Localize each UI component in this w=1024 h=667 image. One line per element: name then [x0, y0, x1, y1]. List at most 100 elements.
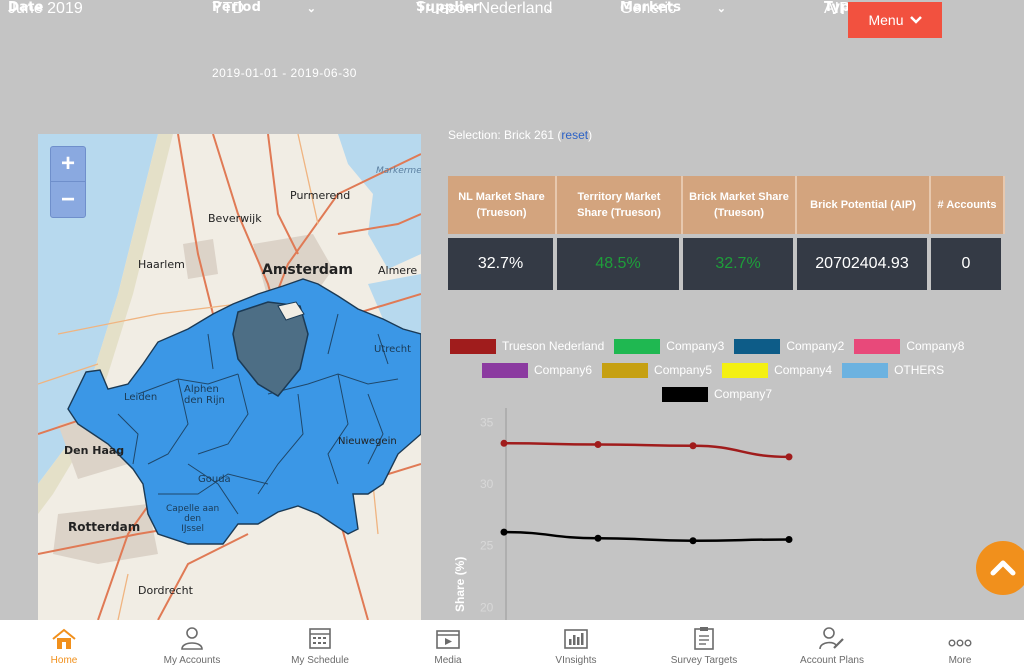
menu-button[interactable]: Menu: [848, 2, 942, 38]
legend-item[interactable]: Company3: [614, 338, 725, 354]
kpi-value-brick-potential: 20702404.93: [797, 238, 931, 290]
legend-row: Trueson Nederland Company3 Company2 Comp…: [450, 334, 1010, 358]
clipboard-icon: [694, 627, 714, 650]
series-line: [503, 442, 790, 459]
type-label: Typ: [824, 0, 851, 15]
nav-tab-home[interactable]: Home: [0, 620, 128, 667]
y-tick-label: 30: [480, 477, 494, 491]
nav-tab-vinsights[interactable]: VInsights: [512, 620, 640, 667]
share-line-chart: 35 30 25 20 Share (%): [453, 408, 793, 620]
legend-label: Company4: [774, 363, 833, 377]
brick-hole: [277, 301, 305, 321]
supplier-value: Trueson Nederland: [416, 0, 553, 17]
data-point: [500, 528, 508, 536]
selected-brick: [232, 301, 309, 397]
kpi-header-brick-potential: Brick Potential (AIP): [797, 176, 931, 234]
reset-link[interactable]: reset: [561, 128, 589, 142]
data-point: [689, 537, 697, 545]
nav-tab-survey-targets[interactable]: Survey Targets: [640, 620, 768, 667]
nav-tab-more[interactable]: More: [896, 620, 1024, 667]
date-value: June 2019: [8, 0, 83, 17]
territory-map[interactable]: + − Purmerend Beverwijk Haarlem Amsterda…: [38, 134, 421, 620]
urban-haarlem: [183, 239, 218, 279]
legend-swatch: [854, 338, 901, 354]
scroll-to-top-button[interactable]: [976, 541, 1024, 595]
chevron-down-icon: ⌄: [306, 3, 316, 15]
coast-area: [38, 134, 173, 514]
nav-tab-my-schedule[interactable]: My Schedule: [256, 620, 384, 667]
map-label-leiden: Leiden: [124, 392, 158, 403]
date-filter: Date: [8, 0, 44, 15]
kpi-table: NL Market Share (Trueson) Territory Mark…: [448, 176, 1005, 290]
markets-select[interactable]: Generic ⌄: [620, 0, 734, 18]
calendar-icon: [309, 628, 331, 649]
lake-area: [338, 134, 421, 269]
legend-item[interactable]: OTHERS: [842, 362, 945, 378]
media-icon: [436, 630, 460, 649]
legend-label: Company3: [666, 339, 725, 353]
chart-icon: [564, 629, 588, 649]
data-point: [785, 453, 793, 461]
legend-label: Company7: [714, 387, 773, 401]
legend-item[interactable]: Company4: [722, 362, 833, 378]
menu-label: Menu: [868, 12, 904, 28]
kpi-header-nl-share: NL Market Share (Trueson): [448, 176, 557, 234]
supplier-label: Supplier: [416, 0, 480, 15]
map-label-utrecht: Utrecht: [374, 344, 412, 355]
date-select[interactable]: June 2019: [8, 0, 132, 18]
data-point: [594, 441, 602, 449]
selection-info: Selection: Brick 261 (reset): [448, 128, 593, 142]
zoom-in-button[interactable]: +: [51, 147, 85, 182]
supplier-select[interactable]: Trueson Nederland ⌄: [416, 0, 562, 18]
legend-item[interactable]: Company2: [734, 338, 844, 354]
type-value: AIP: [824, 0, 850, 17]
more-icon: [948, 639, 972, 647]
markets-label: Markets: [620, 0, 682, 15]
supplier-filter: Supplier: [416, 0, 480, 15]
period-label: Period: [212, 0, 262, 15]
map-label-dordrecht: Dordrecht: [138, 584, 193, 597]
urban-rotterdam: [53, 504, 158, 564]
legend-item[interactable]: Company7: [662, 386, 773, 402]
legend-swatch: [734, 338, 781, 354]
data-point: [500, 439, 508, 447]
map-label-gouda: Gouda: [198, 474, 231, 485]
kpi-value-nl-share: 32.7%: [448, 238, 557, 290]
kpi-value-accounts: 0: [931, 238, 1005, 290]
nav-tab-account-plans[interactable]: Account Plans: [768, 620, 896, 667]
period-select[interactable]: YTD ⌄: [212, 0, 324, 18]
markets-filter: Markets: [620, 0, 681, 15]
chevron-down-icon: ⌄: [716, 3, 726, 15]
legend-item[interactable]: Company5: [602, 362, 712, 378]
sea-area: [38, 134, 158, 484]
data-point: [689, 442, 697, 450]
legend-item[interactable]: Company8: [854, 338, 964, 354]
legend-swatch: [722, 362, 769, 378]
map-label-nieuwegein: Nieuwegein: [338, 436, 397, 447]
legend-swatch: [450, 338, 496, 354]
markets-value: Generic: [620, 0, 677, 17]
period-filter: Period: [212, 0, 261, 15]
nav-tab-my-accounts[interactable]: My Accounts: [128, 620, 256, 667]
legend-swatch: [662, 386, 708, 402]
series-line: [503, 530, 790, 542]
y-tick-label: 25: [480, 539, 494, 553]
zoom-out-button[interactable]: −: [60, 185, 75, 213]
legend-label: OTHERS: [894, 363, 945, 377]
legend-label: Company6: [534, 363, 593, 377]
territory-bricks: [67, 278, 421, 545]
chevron-down-icon: ⌄: [544, 3, 554, 15]
kpi-header-territory-share: Territory Market Share (Trueson): [557, 176, 683, 234]
nav-label: Home: [50, 655, 78, 666]
legend-row: Company6 Company5 Company4 OTHERS: [450, 358, 1010, 382]
map-canvas[interactable]: [38, 134, 421, 620]
chart-legend: Trueson Nederland Company3 Company2 Comp…: [450, 334, 1010, 406]
period-value: YTD: [212, 0, 244, 17]
legend-item[interactable]: Company6: [482, 362, 593, 378]
legend-swatch: [842, 362, 889, 378]
legend-swatch: [602, 362, 649, 378]
nav-tab-media[interactable]: Media: [384, 620, 512, 667]
nav-label: My Schedule: [291, 655, 349, 666]
data-point: [594, 534, 602, 542]
legend-item[interactable]: Trueson Nederland: [450, 338, 604, 354]
